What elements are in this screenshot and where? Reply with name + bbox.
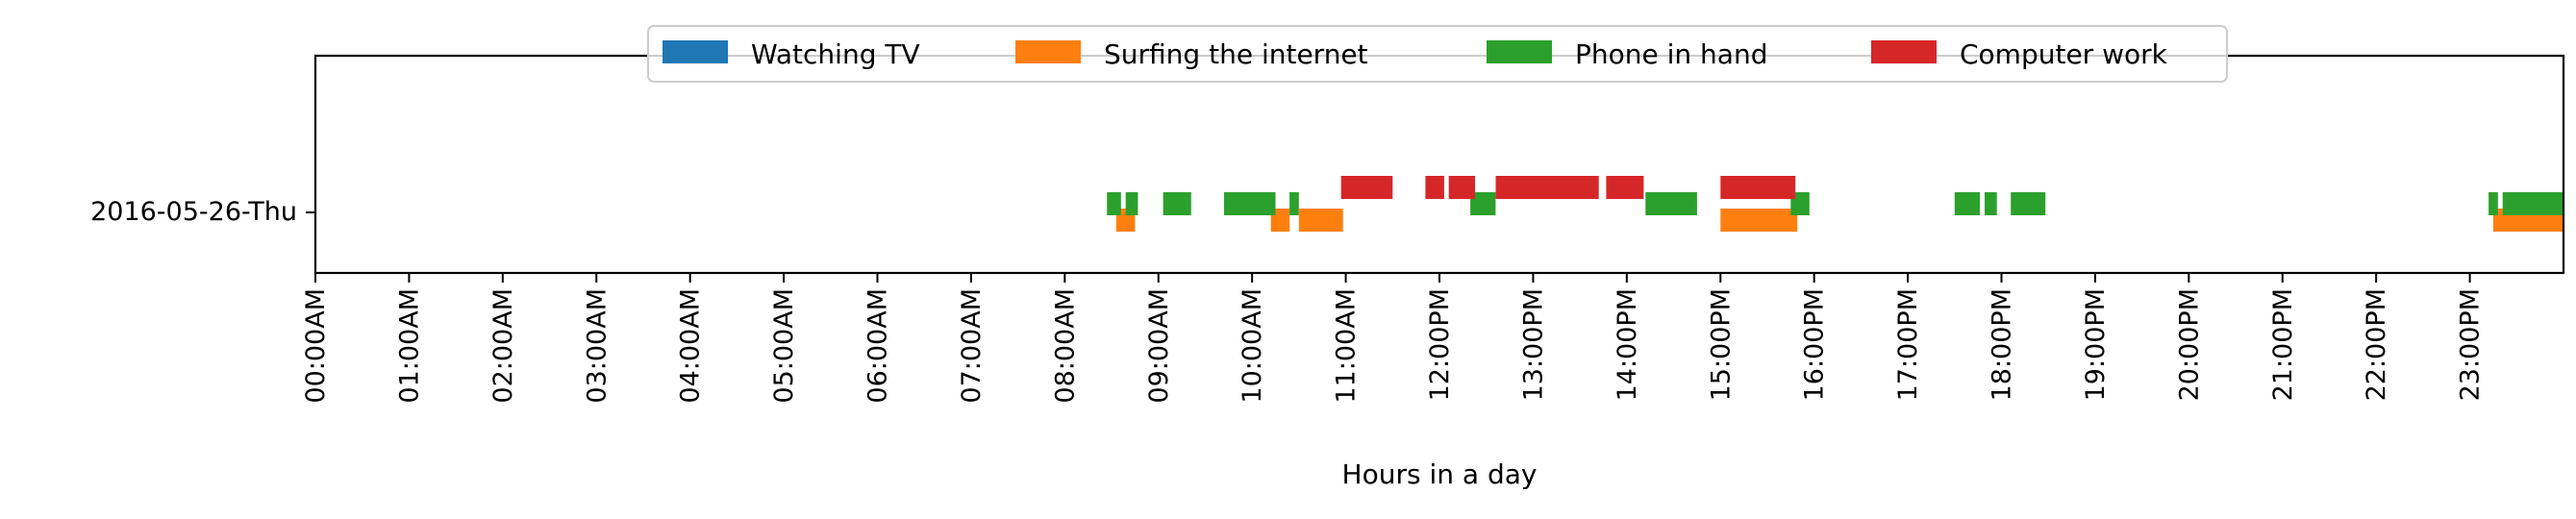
x-tick-label: 03:00AM xyxy=(582,288,612,404)
bar-phone-in-hand xyxy=(1125,192,1138,215)
bar-computer-work xyxy=(1606,176,1644,199)
x-tick-label: 02:00AM xyxy=(488,288,518,404)
legend-swatch xyxy=(1487,40,1552,63)
bar-phone-in-hand xyxy=(2488,192,2498,215)
x-tick-label: 17:00PM xyxy=(1893,288,1923,401)
x-tick-label: 19:00PM xyxy=(2081,288,2111,401)
bar-phone-in-hand xyxy=(2011,192,2046,215)
y-axis: 2016-05-26-Thu xyxy=(90,197,315,227)
legend-frame xyxy=(647,25,2228,83)
bar-surfing-the-internet xyxy=(1270,209,1290,232)
legend-swatch xyxy=(663,40,728,63)
x-axis: 00:00AM 01:00AM 02:00AM 03:00AM 04:00AM 05:00… xyxy=(301,273,2486,404)
x-tick-label: 09:00AM xyxy=(1144,288,1174,404)
x-axis-label: Hours in a day xyxy=(1342,458,1538,490)
y-tick-label: 2016-05-26-Thu xyxy=(90,197,297,227)
bar-phone-in-hand xyxy=(1289,192,1299,215)
bar-computer-work xyxy=(1340,176,1393,199)
legend-swatch xyxy=(1871,40,1937,63)
bar-phone-in-hand xyxy=(1954,192,1981,215)
x-tick-label: 13:00PM xyxy=(1518,288,1548,401)
bar-phone-in-hand xyxy=(1223,192,1276,215)
legend: Watching TV Surfing the internet Phone in … xyxy=(647,25,2228,83)
x-tick-label: 01:00AM xyxy=(394,288,424,404)
plot-frame xyxy=(313,54,2565,275)
x-tick-label: 21:00PM xyxy=(2268,288,2298,401)
legend-label: Watching TV xyxy=(751,38,920,70)
bars-layer xyxy=(1107,176,2563,232)
legend-label: Surfing the internet xyxy=(1104,38,1368,70)
x-tick-label: 23:00PM xyxy=(2456,288,2486,401)
x-tick-label: 16:00PM xyxy=(1800,288,1830,401)
bar-phone-in-hand xyxy=(1645,192,1697,215)
x-tick-label: 22:00PM xyxy=(2362,288,2391,401)
bar-computer-work xyxy=(1720,176,1796,199)
bar-surfing-the-internet xyxy=(1720,209,1798,232)
x-tick-label: 04:00AM xyxy=(676,288,706,404)
legend-swatch xyxy=(1015,40,1081,63)
legend-label: Phone in hand xyxy=(1575,38,1767,70)
x-tick-label: 10:00AM xyxy=(1238,288,1267,404)
x-tick-label: 14:00PM xyxy=(1613,288,1642,401)
bar-computer-work xyxy=(1495,176,1599,199)
x-tick-label: 20:00PM xyxy=(2174,288,2204,401)
x-tick-label: 00:00AM xyxy=(301,288,331,404)
x-tick-label: 06:00AM xyxy=(863,288,893,404)
x-tick-label: 18:00PM xyxy=(1988,288,2017,401)
x-tick-label: 07:00AM xyxy=(957,288,987,404)
x-tick-label: 05:00AM xyxy=(769,288,799,404)
bar-computer-work xyxy=(1425,176,1444,199)
bar-computer-work xyxy=(1448,176,1475,199)
bar-phone-in-hand xyxy=(1985,192,1997,215)
bar-phone-in-hand xyxy=(1163,192,1191,215)
bar-phone-in-hand xyxy=(2502,192,2563,215)
x-tick-label: 08:00AM xyxy=(1050,288,1080,404)
x-tick-label: 15:00PM xyxy=(1706,288,1736,401)
legend-label: Computer work xyxy=(1960,38,2168,70)
x-tick-label: 12:00PM xyxy=(1425,288,1455,401)
bar-phone-in-hand xyxy=(1107,192,1121,215)
bar-surfing-the-internet xyxy=(1298,209,1343,232)
x-tick-label: 11:00AM xyxy=(1332,288,1362,404)
